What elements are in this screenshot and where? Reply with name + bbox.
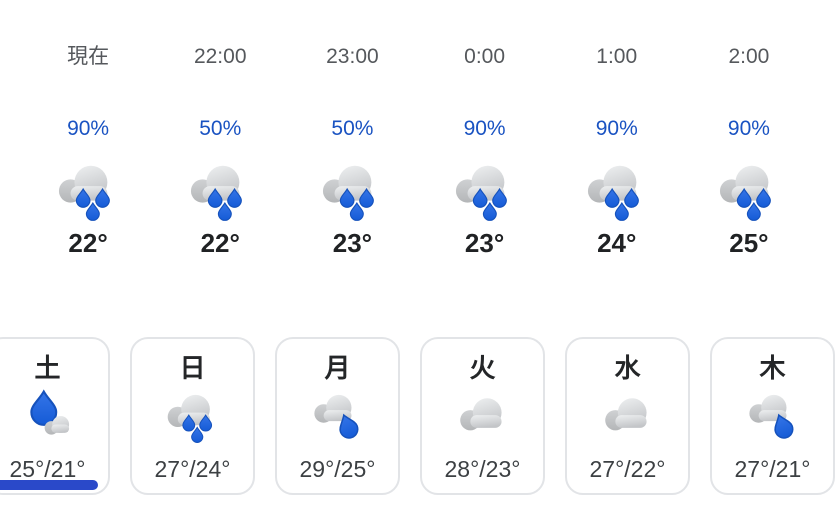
hourly-temp: 22°	[200, 228, 240, 258]
hourly-time: 1:00	[596, 45, 638, 68]
day-tab-tue[interactable]: 火 28°/23°	[420, 337, 545, 495]
hourly-forecast-strip[interactable]: 現在 90% 22° 22:00 50% 22° 23:00 50% 23° 0…	[22, 0, 815, 259]
day-tab-sat[interactable]: 土 25°/21°	[0, 337, 110, 495]
hourly-precip-chance: 90%	[463, 117, 506, 140]
hourly-item: 0:00 90% 23°	[419, 0, 551, 259]
hourly-time: 23:00	[326, 45, 379, 68]
rain-icon	[586, 159, 648, 221]
day-temp-range: 27°/22°	[589, 456, 666, 482]
hourly-temp: 22°	[68, 228, 108, 258]
day-tab-thu[interactable]: 木 27°/21°	[710, 337, 835, 495]
hourly-item: 2:00 90% 25°	[683, 0, 815, 259]
day-label: 月	[324, 353, 351, 383]
day-temp-range: 28°/23°	[444, 456, 521, 482]
hourly-item: 22:00 50% 22°	[154, 0, 286, 259]
cloud-drop-icon	[311, 389, 365, 443]
day-temp-range: 27°/21°	[734, 456, 811, 482]
hourly-item: 1:00 90% 24°	[551, 0, 683, 259]
selected-day-indicator	[0, 480, 98, 490]
day-label: 日	[179, 353, 206, 383]
day-temp-range: 29°/25°	[299, 456, 376, 482]
hourly-precip-chance: 50%	[199, 117, 242, 140]
day-tab-sun[interactable]: 日 27°/24°	[130, 337, 255, 495]
day-label: 水	[614, 353, 641, 383]
rain-icon	[718, 159, 780, 221]
rain-icon	[321, 159, 383, 221]
hourly-precip-chance: 90%	[67, 117, 110, 140]
day-label: 火	[469, 353, 496, 383]
rain-icon	[57, 159, 119, 221]
hourly-precip-chance: 90%	[595, 117, 638, 140]
cloud-drop-icon	[746, 389, 800, 443]
hourly-time: 0:00	[464, 45, 506, 68]
cloud-icon	[456, 389, 510, 443]
day-label: 土	[34, 353, 61, 383]
hourly-item: 23:00 50% 23°	[286, 0, 418, 259]
hourly-precip-chance: 50%	[331, 117, 374, 140]
hourly-temp: 23°	[332, 228, 373, 258]
daily-forecast-tabs: 土 25°/21° 日 27°/24° 月 29°/25° 火 28°/23° …	[0, 337, 835, 495]
hourly-temp: 25°	[729, 228, 769, 258]
day-temp-range: 27°/24°	[154, 456, 231, 482]
hourly-time: 22:00	[193, 45, 247, 68]
hourly-temp: 23°	[464, 228, 505, 258]
hourly-item: 現在 90% 22°	[22, 0, 154, 259]
hourly-temp: 24°	[597, 228, 637, 258]
rain-icon	[454, 159, 516, 221]
drop-cloud-icon	[21, 389, 75, 443]
hourly-time: 2:00	[728, 45, 770, 68]
day-label: 木	[759, 353, 786, 383]
day-tab-mon[interactable]: 月 29°/25°	[275, 337, 400, 495]
hourly-precip-chance: 90%	[727, 117, 770, 140]
rain-icon	[189, 159, 251, 221]
rain-icon	[166, 389, 220, 443]
hourly-time: 現在	[67, 45, 110, 68]
day-temp-range: 25°/21°	[9, 456, 86, 482]
cloud-icon	[601, 389, 655, 443]
day-tab-wed[interactable]: 水 27°/22°	[565, 337, 690, 495]
